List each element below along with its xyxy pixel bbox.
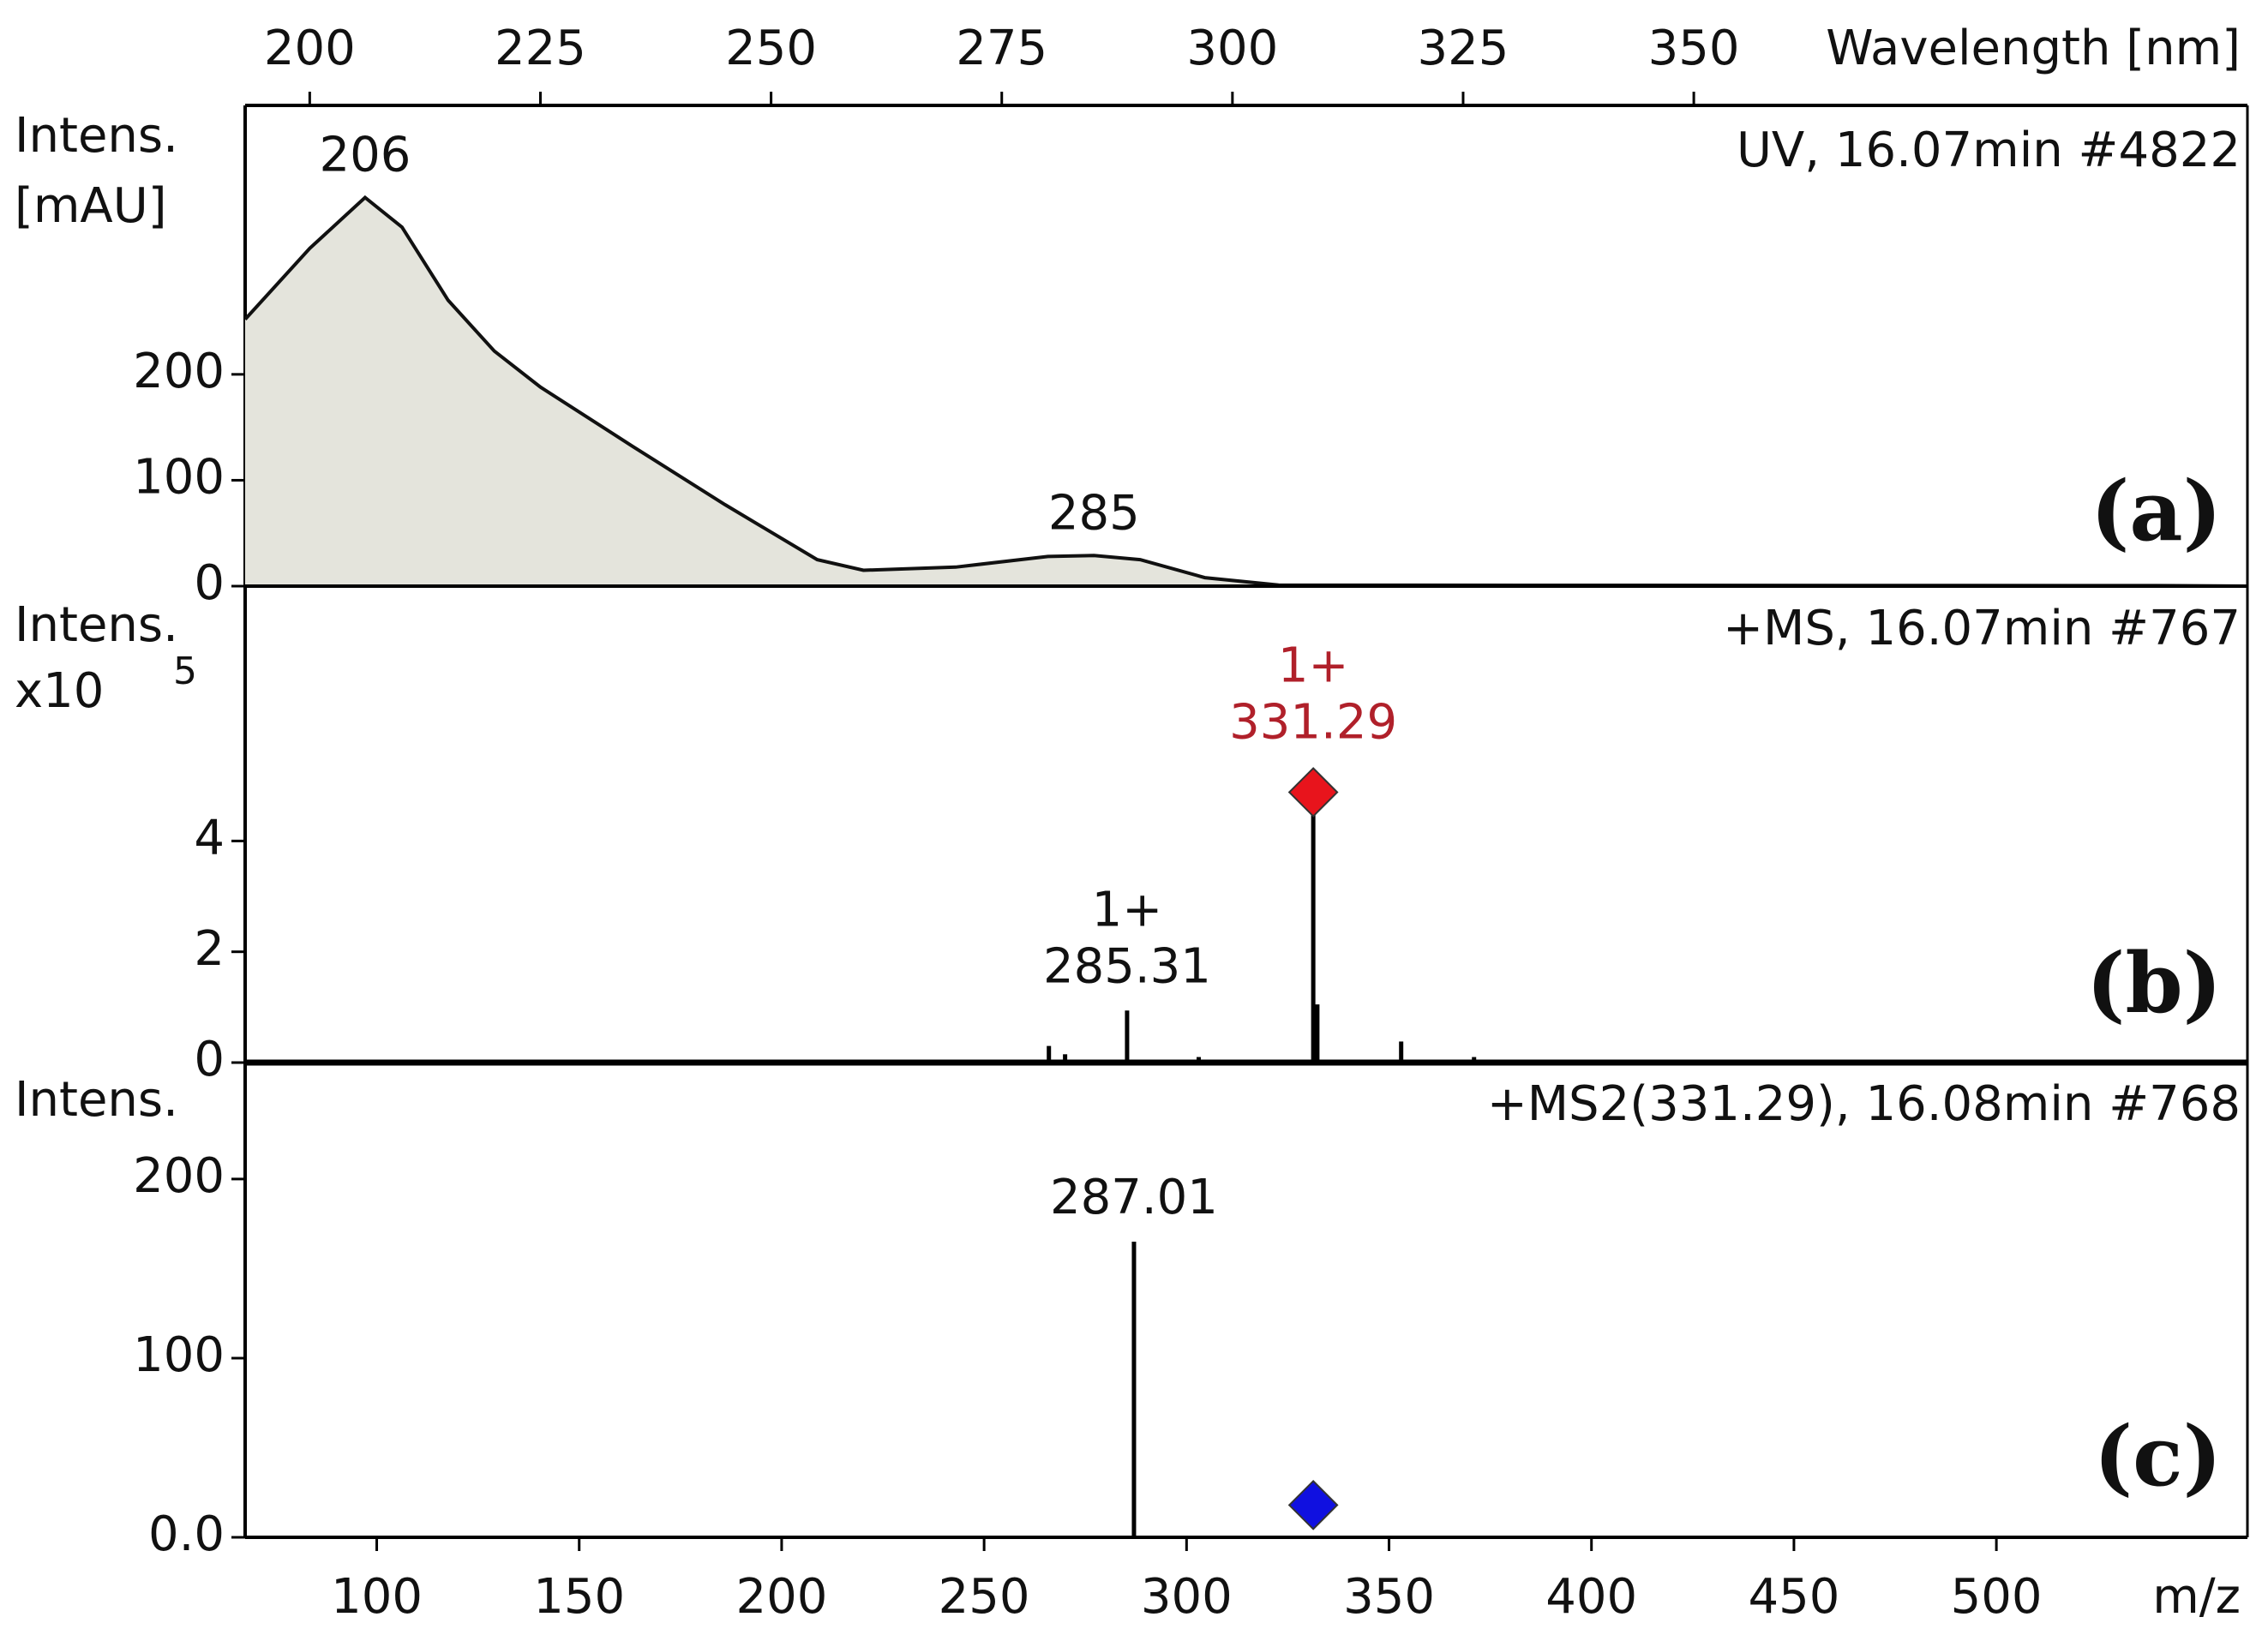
x-axis-label: m/z bbox=[2152, 1569, 2241, 1625]
y-tick-label: 0 bbox=[194, 1032, 225, 1087]
peak-label: 285.31 bbox=[1043, 938, 1211, 994]
spectrum-title: +MS2(331.29), 16.08min #768 bbox=[1487, 1076, 2241, 1132]
y-tick-label: 200 bbox=[133, 1148, 225, 1204]
x-tick-label: 450 bbox=[1748, 1569, 1839, 1625]
charge-label: 1+ bbox=[1092, 882, 1163, 937]
uv-curve bbox=[243, 195, 2248, 588]
y-axis-label: [mAU] bbox=[15, 178, 167, 234]
y-axis-exponent: 5 bbox=[173, 650, 197, 693]
precursor-marker bbox=[1287, 1479, 1339, 1530]
precursor-marker bbox=[1287, 767, 1339, 817]
spectrum-title: UV, 16.07min #4822 bbox=[1737, 123, 2241, 178]
x-tick-label: 225 bbox=[495, 21, 586, 76]
y-axis-label: Intens. bbox=[15, 1072, 178, 1128]
y-tick-label: 200 bbox=[133, 344, 225, 399]
x-tick-label: 200 bbox=[264, 21, 356, 76]
x-tick-label: 325 bbox=[1418, 21, 1509, 76]
peak-label: 331.29 bbox=[1229, 695, 1397, 751]
panel-label: (a) bbox=[2091, 463, 2222, 560]
y-tick-label: 100 bbox=[133, 1327, 225, 1383]
x-axis-label: Wavelength [nm] bbox=[1826, 21, 2241, 76]
x-tick-label: 250 bbox=[725, 21, 817, 76]
y-tick-label: 2 bbox=[194, 921, 225, 977]
spectrum-title: +MS, 16.07min #767 bbox=[1723, 601, 2241, 656]
x-tick-label: 350 bbox=[1648, 21, 1740, 76]
x-tick-label: 150 bbox=[533, 1569, 625, 1625]
y-axis-label: Intens. bbox=[15, 597, 178, 653]
peak-label: 287.01 bbox=[1050, 1170, 1218, 1225]
panel-label: (b) bbox=[2086, 935, 2222, 1032]
peak-label: 285 bbox=[1048, 485, 1140, 541]
y-tick-label: 0 bbox=[194, 555, 225, 611]
y-axis-label: Intens. bbox=[15, 108, 178, 164]
y-tick-label: 4 bbox=[194, 811, 225, 866]
y-tick-label: 100 bbox=[133, 450, 225, 506]
x-tick-label: 200 bbox=[735, 1569, 827, 1625]
x-tick-label: 300 bbox=[1141, 1569, 1233, 1625]
x-tick-label: 250 bbox=[939, 1569, 1030, 1625]
panel-label: (c) bbox=[2094, 1408, 2222, 1505]
charge-label: 1+ bbox=[1278, 638, 1349, 694]
x-tick-label: 350 bbox=[1343, 1569, 1435, 1625]
y-axis-label: x10 bbox=[15, 663, 104, 719]
peak-label: 206 bbox=[319, 128, 411, 183]
x-tick-label: 300 bbox=[1186, 21, 1278, 76]
uv-area bbox=[245, 197, 2247, 586]
x-tick-label: 275 bbox=[956, 21, 1047, 76]
y-tick-label: 0.0 bbox=[148, 1506, 225, 1562]
x-tick-label: 400 bbox=[1545, 1569, 1637, 1625]
x-tick-label: 100 bbox=[331, 1569, 423, 1625]
x-tick-label: 500 bbox=[1951, 1569, 2043, 1625]
